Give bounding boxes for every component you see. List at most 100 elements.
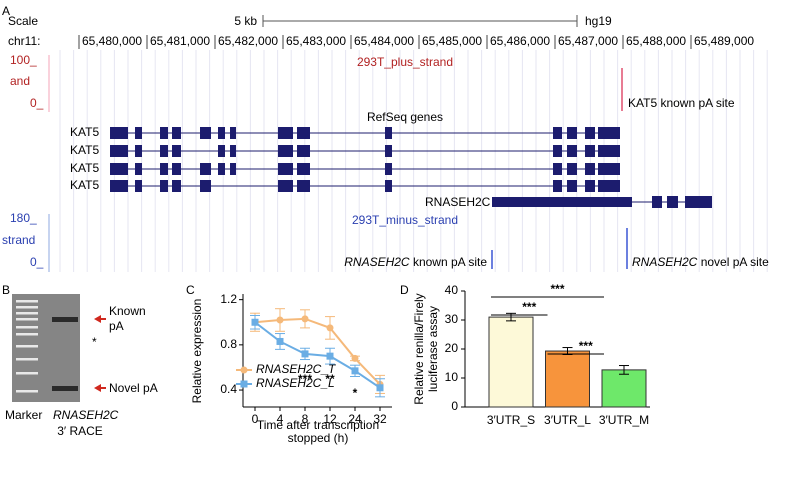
exon <box>160 145 168 157</box>
exon <box>553 145 562 157</box>
ruler-label: 65,482,000 <box>218 34 278 48</box>
exon <box>160 180 168 192</box>
known-band: pA <box>109 319 124 333</box>
exon <box>385 127 392 139</box>
exon <box>553 127 562 139</box>
exon <box>297 163 310 175</box>
exon <box>667 196 678 208</box>
exon <box>110 180 128 192</box>
minus-zero: 0_ <box>30 255 44 269</box>
exon <box>567 163 577 175</box>
gene-models: KAT5 KAT5 KAT5 KAT5 RNASEH2C <box>70 125 712 209</box>
y-tick-label: 0.8 <box>220 337 237 351</box>
exon <box>385 145 392 157</box>
exon <box>218 127 225 139</box>
x-tick-label: 8 <box>302 412 309 426</box>
exon <box>110 163 128 175</box>
exon <box>585 163 595 175</box>
y-label: Relative expression <box>190 299 204 404</box>
y-tick-label: 0.4 <box>220 382 237 396</box>
exon <box>585 145 595 157</box>
exon <box>385 163 392 175</box>
gene-label: KAT5 <box>70 161 99 175</box>
method: 3′ RACE <box>57 424 103 438</box>
y-tick-label: 40 <box>445 283 459 297</box>
exon <box>110 127 128 139</box>
exon <box>585 180 595 192</box>
exon <box>135 163 142 175</box>
point <box>276 337 284 345</box>
arrow <box>94 315 106 323</box>
gene-label: KAT5 <box>70 143 99 157</box>
ruler-label: 65,483,000 <box>286 34 346 48</box>
plus-side: and <box>10 74 30 88</box>
site: known pA site <box>413 255 487 269</box>
exon <box>200 180 211 192</box>
y-tick-label: 0 <box>451 399 458 413</box>
y-label: luciferase assay <box>426 306 440 392</box>
y-label: Relative renilla/Firely <box>412 293 426 404</box>
exon <box>200 127 211 139</box>
site: novel pA site <box>701 255 769 269</box>
legend-marker <box>240 380 248 388</box>
point <box>326 324 334 332</box>
ruler-label: 65,481,000 <box>150 34 210 48</box>
exon <box>297 180 310 192</box>
gene: RNASEH2C <box>344 255 410 269</box>
y-tick-label: 1.2 <box>220 292 237 306</box>
point <box>276 316 284 324</box>
exon <box>553 163 562 175</box>
marker-band <box>16 358 38 361</box>
exon <box>585 127 595 139</box>
exon <box>135 180 142 192</box>
plus-track-name: 293T_plus_strand <box>357 55 453 69</box>
browser-grid <box>59 50 768 272</box>
exon <box>278 145 293 157</box>
scale-label: Scale <box>8 14 38 28</box>
marker-band <box>16 390 38 393</box>
marker-band <box>16 326 38 329</box>
exon <box>567 145 577 157</box>
x-label: stopped (h) <box>288 431 349 445</box>
gene-label: KAT5 <box>70 125 99 139</box>
marker-band <box>16 318 38 321</box>
known-site-minus: RNASEH2C known pA site <box>344 255 487 269</box>
y-tick-label: 10 <box>445 370 459 384</box>
exon <box>110 145 128 157</box>
legend-label: RNASEH2C_T <box>256 362 337 376</box>
ruler-label: 65,487,000 <box>558 34 618 48</box>
scale-text: 5 kb <box>234 14 257 28</box>
legend-label: RNASEH2C_L <box>256 376 335 390</box>
band <box>52 386 78 391</box>
ruler-label: 65,486,000 <box>490 34 550 48</box>
novel-band: Novel pA <box>109 381 158 395</box>
point <box>326 352 334 360</box>
exon <box>278 180 293 192</box>
lane: RNASEH2C <box>53 408 119 422</box>
panel-label: A <box>2 4 10 18</box>
exon <box>160 127 168 139</box>
ruler-label: 65,489,000 <box>694 34 754 48</box>
exon <box>172 163 181 175</box>
series-line <box>254 321 381 389</box>
significance: *** <box>550 282 564 296</box>
exon <box>172 145 181 157</box>
point <box>376 384 384 392</box>
x-tick-label: 3′UTR_S <box>487 413 535 427</box>
exon <box>598 163 620 175</box>
exon <box>297 127 310 139</box>
minus-track-name: 293T_minus_strand <box>352 213 458 227</box>
exon <box>297 145 310 157</box>
exon <box>567 180 577 192</box>
refseq: RefSeq genes <box>367 110 443 124</box>
significance: * <box>353 386 358 400</box>
significance: ** <box>325 372 335 386</box>
point <box>351 367 359 375</box>
exon <box>135 145 142 157</box>
minus-side: strand <box>2 233 35 247</box>
x-tick-label: 24 <box>348 412 362 426</box>
significance: *** <box>522 300 536 314</box>
exon <box>278 127 293 139</box>
point <box>351 354 359 362</box>
